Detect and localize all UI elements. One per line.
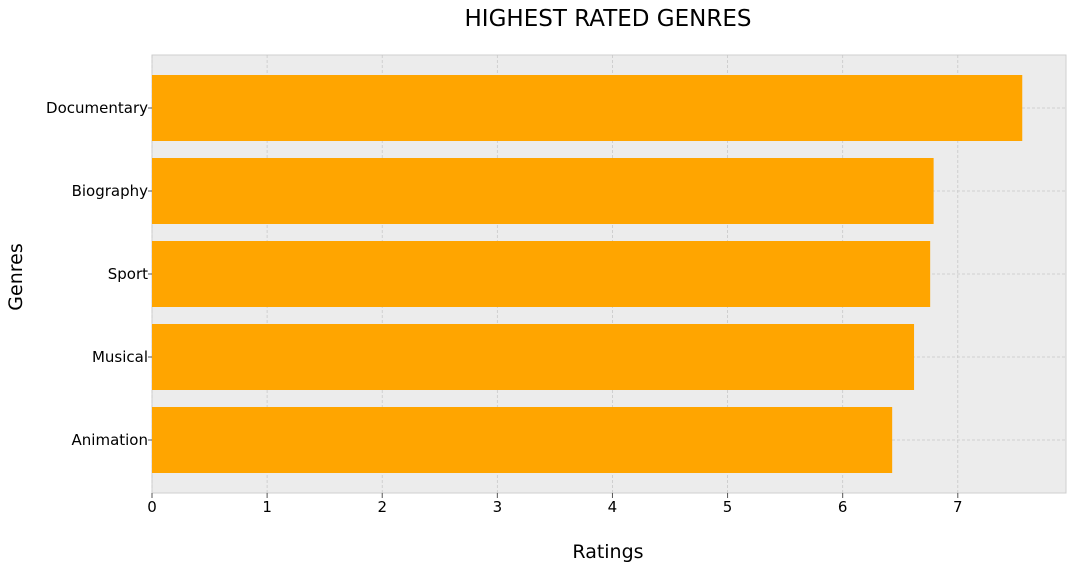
y-tick-label-animation: Animation <box>72 431 148 449</box>
x-tick-label: 3 <box>493 498 503 516</box>
x-tick-label: 5 <box>723 498 733 516</box>
bar-animation <box>152 407 893 473</box>
y-tick-label-documentary: Documentary <box>46 99 148 117</box>
bar-sport <box>152 241 931 307</box>
y-tick-label-sport: Sport <box>108 265 148 283</box>
y-axis-label: Genres <box>5 243 27 310</box>
x-tick-label: 4 <box>608 498 618 516</box>
x-axis-label: Ratings <box>572 541 643 563</box>
bar-musical <box>152 324 915 390</box>
y-tick-label-musical: Musical <box>92 348 148 366</box>
x-tick-label: 0 <box>147 498 157 516</box>
x-tick-label: 2 <box>377 498 387 516</box>
bars <box>152 75 1023 473</box>
y-axis-ticks: Documentary Biography Sport Musical Animatio… <box>46 99 152 449</box>
x-tick-label: 1 <box>262 498 272 516</box>
x-tick-label: 7 <box>953 498 963 516</box>
bar-documentary <box>152 75 1023 141</box>
x-tick-label: 6 <box>838 498 848 516</box>
x-axis-ticks: 0 1 2 3 4 5 6 7 <box>147 493 963 516</box>
bar-biography <box>152 158 934 224</box>
y-tick-label-biography: Biography <box>72 182 149 200</box>
chart-title: HIGHEST RATED GENRES <box>465 6 752 32</box>
